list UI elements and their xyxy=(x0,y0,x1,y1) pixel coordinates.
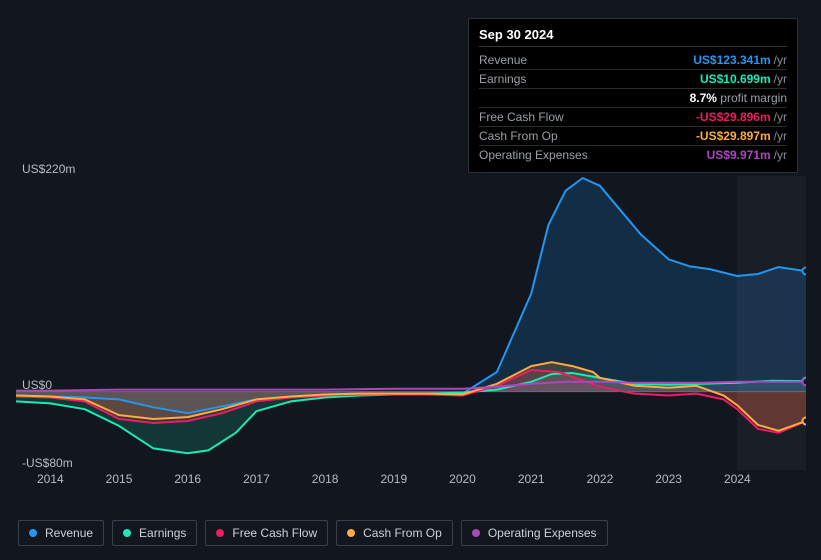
x-axis-label: 2024 xyxy=(724,472,751,486)
x-axis-label: 2023 xyxy=(655,472,682,486)
x-axis-label: 2018 xyxy=(312,472,339,486)
chart-legend: Revenue Earnings Free Cash Flow Cash From O… xyxy=(18,520,608,546)
legend-item[interactable]: Revenue xyxy=(18,520,104,546)
x-axis-labels: 2014 2015 2016 2017 2018 2019 2020 2021 2022 2023… xyxy=(16,472,806,490)
x-axis-label: 2014 xyxy=(37,472,64,486)
legend-label: Operating Expenses xyxy=(488,526,597,540)
legend-dot-icon xyxy=(29,529,37,537)
x-axis-label: 2015 xyxy=(106,472,133,486)
x-axis-label: 2019 xyxy=(380,472,407,486)
tooltip-metric-value: US$123.341m/yr xyxy=(693,53,787,67)
legend-item[interactable]: Cash From Op xyxy=(336,520,453,546)
legend-dot-icon xyxy=(472,529,480,537)
legend-dot-icon xyxy=(123,529,131,537)
x-axis-label: 2022 xyxy=(587,472,614,486)
tooltip-row: Earnings US$10.699m/yr xyxy=(479,70,787,89)
tooltip-subline: 8.7% profit margin xyxy=(479,89,787,108)
x-axis-label: 2020 xyxy=(449,472,476,486)
tooltip-row: Cash From Op -US$29.897m/yr xyxy=(479,127,787,146)
legend-dot-icon xyxy=(216,529,224,537)
y-axis-label: -US$80m xyxy=(22,456,73,470)
y-axis-label: US$0 xyxy=(22,378,52,392)
legend-item[interactable]: Free Cash Flow xyxy=(205,520,328,546)
tooltip-row: Free Cash Flow -US$29.896m/yr xyxy=(479,108,787,127)
tooltip-metric-value: -US$29.896m/yr xyxy=(696,110,787,124)
x-axis-label: 2017 xyxy=(243,472,270,486)
tooltip-metric-value: -US$29.897m/yr xyxy=(696,129,787,143)
tooltip-metric-label: Free Cash Flow xyxy=(479,110,564,124)
legend-label: Earnings xyxy=(139,526,186,540)
series-area xyxy=(16,178,806,413)
legend-dot-icon xyxy=(347,529,355,537)
tooltip-metric-label: Cash From Op xyxy=(479,129,558,143)
series-endpoint-marker xyxy=(803,418,807,425)
tooltip-metric-label: Revenue xyxy=(479,53,527,67)
tooltip-metric-value: US$10.699m/yr xyxy=(700,72,787,86)
legend-label: Free Cash Flow xyxy=(232,526,317,540)
chart-tooltip: Sep 30 2024 Revenue US$123.341m/yr Earning… xyxy=(468,18,798,173)
series-endpoint-marker xyxy=(803,268,807,275)
tooltip-row: Revenue US$123.341m/yr xyxy=(479,51,787,70)
legend-label: Cash From Op xyxy=(363,526,442,540)
financials-chart: US$220mUS$0-US$80m 201420152016201720182… xyxy=(16,160,806,490)
y-axis-label: US$220m xyxy=(22,162,75,176)
chart-plot xyxy=(16,160,806,490)
legend-item[interactable]: Earnings xyxy=(112,520,197,546)
series-endpoint-marker xyxy=(803,378,807,385)
x-axis-label: 2021 xyxy=(518,472,545,486)
tooltip-metric-label: Earnings xyxy=(479,72,526,86)
x-axis-label: 2016 xyxy=(174,472,201,486)
legend-label: Revenue xyxy=(45,526,93,540)
legend-item[interactable]: Operating Expenses xyxy=(461,520,608,546)
tooltip-date: Sep 30 2024 xyxy=(479,27,787,47)
